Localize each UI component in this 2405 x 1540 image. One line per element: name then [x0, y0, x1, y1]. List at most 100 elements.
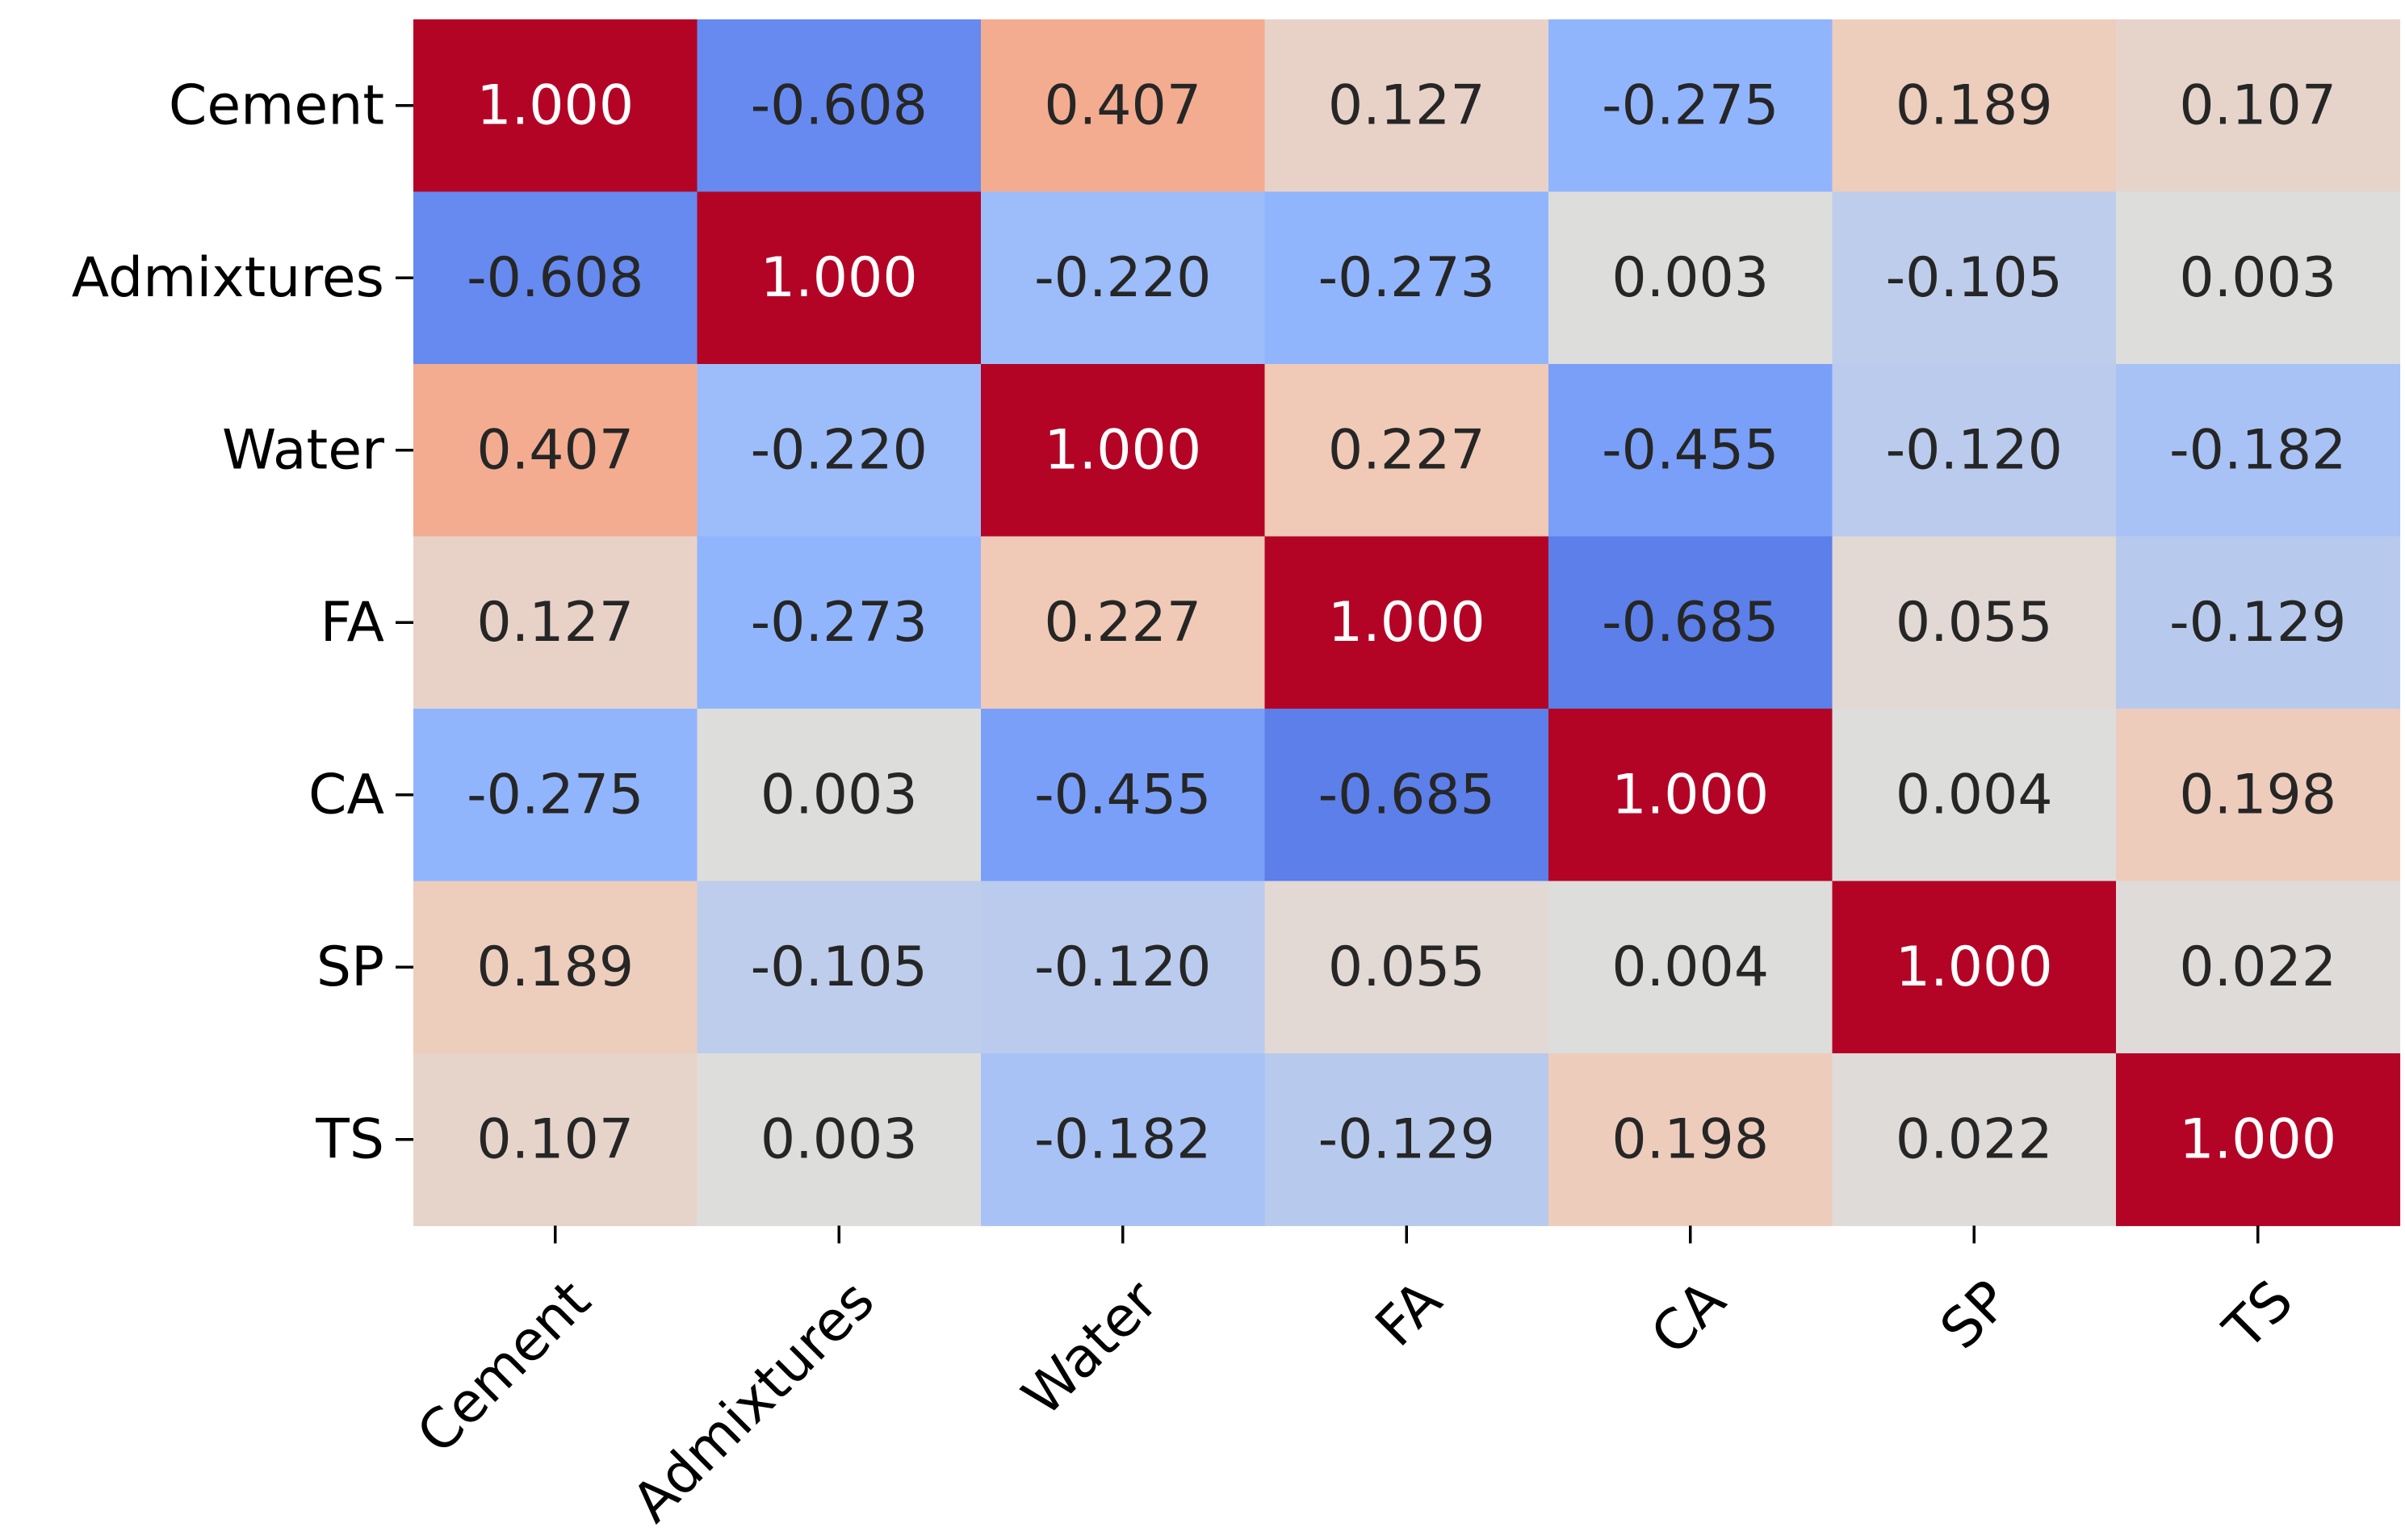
heatmap-cell-sp-ca	[1548, 881, 1833, 1054]
heatmap-cell-fa-admixtures	[697, 536, 982, 709]
heatmap-cell-sp-cement	[413, 881, 698, 1054]
x-tick-label-cement: Cement	[405, 1269, 603, 1467]
heatmap-cell-sp-fa-label: 0.055	[1328, 935, 1485, 999]
x-tick-label-admixtures: Admixtures	[621, 1269, 887, 1535]
heatmap-cell-admixtures-sp	[1832, 191, 2117, 365]
heatmap-cell-ts-ca-label: 0.198	[1611, 1107, 1769, 1171]
heatmap-cell-water-ca	[1548, 364, 1833, 538]
heatmap-cell-water-fa-label: 0.227	[1328, 418, 1485, 482]
heatmap-cell-ts-ts	[2116, 1053, 2401, 1227]
x-axis: Cement Admixtures Water FA CA SP TS	[405, 1225, 2306, 1535]
heatmap-cell-ca-admixtures-label: 0.003	[760, 763, 918, 826]
x-tick-label-ca: CA	[1640, 1269, 1738, 1367]
y-tick-label-fa: FA	[321, 591, 384, 655]
heatmap-cell-fa-ts-label: -0.129	[2169, 591, 2346, 655]
heatmap-cell-sp-admixtures-label: -0.105	[751, 935, 928, 999]
heatmap-cell-cement-cement	[413, 19, 698, 193]
heatmap-cell-admixtures-cement	[413, 191, 698, 365]
heatmap-cell-admixtures-ca	[1548, 191, 1833, 365]
heatmap-cell-admixtures-admixtures	[697, 191, 982, 365]
heatmap-cell-admixtures-cement-label: -0.608	[467, 246, 643, 310]
heatmap-cell-cement-ca	[1548, 19, 1833, 193]
heatmap-cell-ts-fa-label: -0.129	[1318, 1107, 1495, 1171]
heatmap-cell-ts-admixtures-label: 0.003	[760, 1107, 918, 1171]
heatmap-cell-ca-admixtures	[697, 709, 982, 882]
heatmap-cell-fa-ca-label: -0.685	[1602, 591, 1779, 655]
heatmap-cell-ca-sp-label: 0.004	[1896, 763, 2053, 826]
heatmap-cell-admixtures-ts	[2116, 191, 2401, 365]
heatmap-cell-ts-ca	[1548, 1053, 1833, 1227]
heatmap-cell-admixtures-ts-label: 0.003	[2179, 246, 2336, 310]
heatmap-cell-admixtures-admixtures-label: 1.000	[760, 246, 918, 310]
heatmap-cell-water-ca-label: -0.455	[1602, 418, 1779, 482]
heatmap-cell-ts-ts-label: 1.000	[2179, 1107, 2336, 1171]
heatmap-cell-water-admixtures	[697, 364, 982, 538]
heatmap-cell-ca-fa-label: -0.685	[1318, 763, 1495, 826]
heatmap-cells	[413, 19, 2401, 1227]
heatmap-cell-sp-cement-label: 0.189	[476, 935, 634, 999]
heatmap-cell-ca-ca	[1548, 709, 1833, 882]
heatmap-cell-admixtures-sp-label: -0.105	[1886, 246, 2063, 310]
heatmap-cell-fa-cement-label: 0.127	[476, 591, 634, 655]
heatmap-cell-sp-ca-label: 0.004	[1611, 935, 1769, 999]
x-tick-label-fa: FA	[1364, 1269, 1454, 1359]
heatmap-cell-ca-ts-label: 0.198	[2179, 763, 2336, 826]
heatmap-cell-fa-water-label: 0.227	[1044, 591, 1201, 655]
heatmap-cell-ts-water-label: -0.182	[1034, 1107, 1211, 1171]
heatmap-cell-fa-fa	[1264, 536, 1549, 709]
heatmap-cell-fa-sp-label: 0.055	[1896, 591, 2053, 655]
heatmap-cell-water-ts	[2116, 364, 2401, 538]
heatmap-cell-cement-water	[981, 19, 1266, 193]
heatmap-cell-fa-ca	[1548, 536, 1833, 709]
heatmap-cell-sp-water-label: -0.120	[1034, 935, 1211, 999]
heatmap-cell-sp-sp-label: 1.000	[1896, 935, 2053, 999]
y-tick-label-ca: CA	[308, 763, 384, 826]
x-tick-label-sp: SP	[1929, 1269, 2022, 1362]
heatmap-cell-water-sp-label: -0.120	[1886, 418, 2063, 482]
heatmap-cell-ca-sp	[1832, 709, 2117, 882]
heatmap-cell-water-admixtures-label: -0.220	[751, 418, 928, 482]
heatmap-cell-water-cement-label: 0.407	[476, 418, 634, 482]
heatmap-cell-cement-sp	[1832, 19, 2117, 193]
heatmap-cell-cement-water-label: 0.407	[1044, 73, 1201, 137]
x-tick-label-water: Water	[1011, 1269, 1171, 1429]
heatmap-cell-sp-admixtures	[697, 881, 982, 1054]
x-tick-label-ts: TS	[2211, 1269, 2305, 1362]
heatmap-cell-ts-water	[981, 1053, 1266, 1227]
heatmap-cell-fa-admixtures-label: -0.273	[751, 591, 928, 655]
heatmap-cell-water-ts-label: -0.182	[2169, 418, 2346, 482]
heatmap-cell-water-cement	[413, 364, 698, 538]
heatmap-cell-ts-fa	[1264, 1053, 1549, 1227]
heatmap-cell-ca-ca-label: 1.000	[1611, 763, 1769, 826]
heatmap-cell-sp-ts	[2116, 881, 2401, 1054]
heatmap-cell-cement-ts	[2116, 19, 2401, 193]
heatmap-cell-cement-admixtures	[697, 19, 982, 193]
heatmap-cell-water-water-label: 1.000	[1044, 418, 1201, 482]
y-tick-label-ts: TS	[315, 1107, 384, 1171]
heatmap-cell-fa-ts	[2116, 536, 2401, 709]
y-tick-label-cement: Cement	[169, 73, 384, 137]
heatmap-cell-fa-cement	[413, 536, 698, 709]
heatmap-cell-ts-cement-label: 0.107	[476, 1107, 634, 1171]
heatmap-cell-ca-cement	[413, 709, 698, 882]
heatmap-cell-cement-ts-label: 0.107	[2179, 73, 2336, 137]
heatmap-cell-cement-fa-label: 0.127	[1328, 73, 1485, 137]
y-tick-label-water: Water	[222, 418, 384, 482]
heatmap-cell-cement-sp-label: 0.189	[1896, 73, 2053, 137]
heatmap-cell-ca-water-label: -0.455	[1034, 763, 1211, 826]
heatmap-cell-ca-cement-label: -0.275	[467, 763, 643, 826]
heatmap-cell-fa-sp	[1832, 536, 2117, 709]
heatmap-cell-cement-admixtures-label: -0.608	[751, 73, 928, 137]
heatmap-cell-ca-fa	[1264, 709, 1549, 882]
heatmap-cell-sp-ts-label: 0.022	[2179, 935, 2336, 999]
y-tick-label-admixtures: Admixtures	[72, 246, 384, 310]
heatmap-cell-water-water	[981, 364, 1266, 538]
heatmap-cell-fa-fa-label: 1.000	[1328, 591, 1485, 655]
heatmap-cell-ca-ts	[2116, 709, 2401, 882]
heatmap-cell-cement-ca-label: -0.275	[1602, 73, 1779, 137]
heatmap-cell-ts-admixtures	[697, 1053, 982, 1227]
heatmap-cell-sp-water	[981, 881, 1266, 1054]
heatmap-cell-admixtures-water-label: -0.220	[1034, 246, 1211, 310]
